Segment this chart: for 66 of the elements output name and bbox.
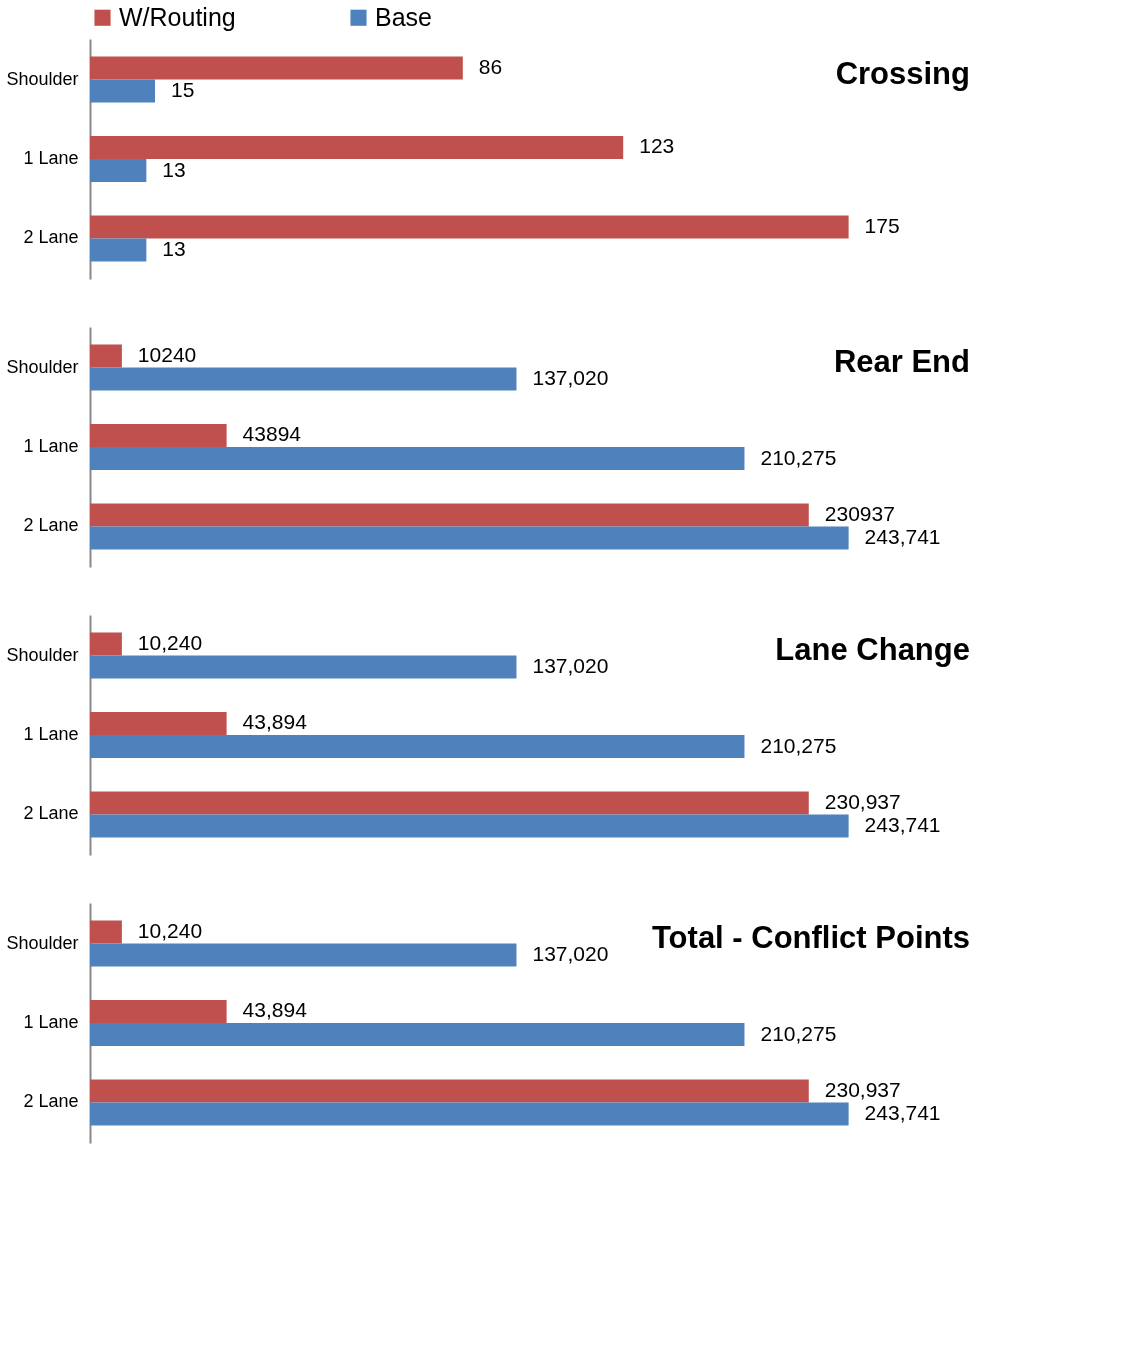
data-label: 137,020 [532,654,609,678]
bar [90,159,147,183]
data-label: 10,240 [137,919,203,943]
bar [90,367,517,391]
data-label: 230,937 [824,1077,901,1101]
data-label: 43894 [242,422,302,446]
y-tick-label: 1 Lane [23,724,79,744]
y-tick-label: 1 Lane [23,436,79,456]
bar [90,1079,809,1103]
data-label: 43,894 [242,998,308,1022]
bar [90,215,849,239]
text: Crossing [835,56,970,91]
y-tick-label: Shoulder [6,644,79,665]
data-label: 43,894 [242,710,308,734]
bar [90,423,227,447]
bar [90,632,122,656]
data-label: 230,937 [824,789,901,813]
bar [90,814,849,838]
bar [90,1102,849,1126]
y-tick-label: 2 Lane [23,1091,79,1112]
legend-label: Base [375,2,432,31]
bar [90,943,517,967]
bar [90,238,147,262]
bar [90,1023,745,1047]
data-label: 86 [478,55,503,79]
data-label: 13 [162,157,186,181]
text: Lane Change [775,632,970,667]
text: Total - Conflict Points [651,920,970,955]
data-label: 243,741 [864,524,941,548]
bar [90,344,122,368]
y-tick-label: Shoulder [6,932,79,953]
data-label: 210,275 [760,445,837,469]
data-label: 243,741 [864,812,941,836]
bar [90,503,809,527]
data-label: 243,741 [864,1100,941,1124]
legend-label: W/Routing [119,2,236,31]
bar [90,999,227,1023]
bar [90,735,745,759]
text: Rear End [833,344,970,379]
data-label: 137,020 [532,366,609,390]
y-tick-label: 2 Lane [23,515,79,536]
bar [90,920,122,944]
bar [90,79,156,103]
data-label: 10240 [137,343,197,367]
y-tick-label: 2 Lane [23,803,79,824]
y-tick-label: 2 Lane [23,227,79,248]
data-label: 137,020 [532,942,609,966]
y-tick-label: Shoulder [6,356,79,377]
bar [90,447,745,471]
data-label: 13 [162,236,186,260]
data-label: 175 [864,213,900,237]
bar [90,791,809,815]
data-label: 10,240 [137,631,203,655]
y-tick-label: 1 Lane [23,148,79,168]
bar [90,711,227,735]
data-label: 230937 [824,501,895,525]
data-label: 210,275 [760,1021,837,1045]
y-tick-label: Shoulder [6,68,79,89]
y-tick-label: 1 Lane [23,1012,79,1032]
bar [90,655,517,679]
bar [90,135,624,159]
data-label: 210,275 [760,733,837,757]
data-label: 15 [171,78,195,102]
bar [90,56,463,80]
bar [90,526,849,550]
data-label: 123 [639,134,675,158]
